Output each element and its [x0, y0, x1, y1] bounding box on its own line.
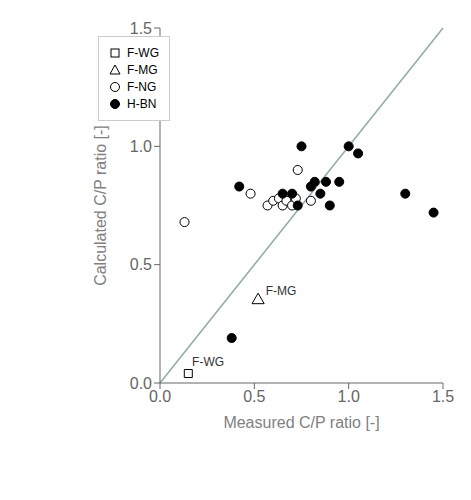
svg-text:Measured C/P ratio [-]: Measured C/P ratio [-] — [223, 414, 379, 431]
svg-text:1.0: 1.0 — [130, 138, 152, 155]
svg-text:F-MG: F-MG — [266, 284, 297, 298]
svg-text:F-WG: F-WG — [192, 355, 224, 369]
svg-text:0.0: 0.0 — [149, 388, 171, 405]
html-text:H-BN: H-BN — [127, 97, 157, 111]
svg-text:0.5: 0.5 — [130, 256, 152, 273]
svg-text:1.0: 1.0 — [338, 388, 360, 405]
svg-text:1.5: 1.5 — [432, 388, 454, 405]
html-text:F-MG: F-MG — [127, 63, 158, 77]
svg-text:1.5: 1.5 — [130, 20, 152, 37]
html-text:F-WG: F-WG — [127, 46, 159, 60]
svg-text:Calculated C/P ratio [-]: Calculated C/P ratio [-] — [92, 125, 109, 286]
svg-text:0.5: 0.5 — [243, 388, 265, 405]
html-text:F-NG: F-NG — [127, 80, 157, 94]
svg-text:0.0: 0.0 — [130, 375, 152, 392]
